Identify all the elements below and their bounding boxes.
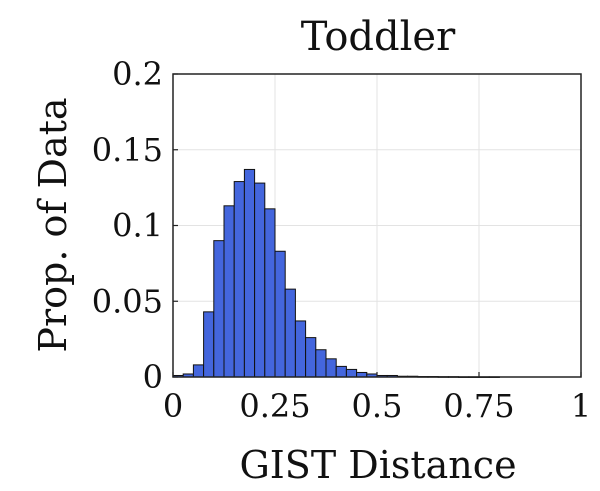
y-tick-label: 0.2 [112, 55, 163, 93]
y-tick-label: 0.15 [92, 131, 163, 169]
x-axis-label: GIST Distance [239, 443, 516, 487]
histogram-bar [192, 364, 205, 378]
histogram-bar [223, 205, 235, 378]
histogram-bar [233, 181, 245, 378]
histogram-bar [345, 368, 358, 378]
histogram-bar [264, 208, 276, 378]
histogram-bar [325, 358, 337, 378]
histogram-bar [254, 182, 266, 378]
chart-title: Toddler [301, 14, 456, 60]
x-tick-label: 0.25 [239, 387, 310, 425]
histogram-bar [284, 288, 296, 378]
bar-layer [172, 168, 500, 378]
histogram-bar [294, 320, 307, 378]
histogram-bar [315, 349, 327, 378]
x-tick-label: 0.5 [352, 387, 403, 425]
y-tick-label: 0.1 [112, 207, 163, 245]
histogram-bar [243, 168, 256, 378]
histogram-bar [203, 311, 215, 378]
y-tick-label: 0.05 [92, 282, 163, 320]
y-axis-label: Prop. of Data [31, 97, 75, 352]
tick-layer: 0 0.25 0.5 0.75 1 0 0.05 0.1 0.15 0.2 [92, 55, 591, 425]
histogram-bar [335, 365, 347, 378]
x-tick-label: 0 [163, 387, 183, 425]
y-tick-label: 0 [143, 358, 163, 396]
histogram-bar [213, 240, 225, 378]
x-tick-label: 0.75 [443, 387, 514, 425]
histogram-bar [274, 250, 286, 378]
histogram-bar [305, 337, 317, 378]
x-tick-label: 1 [571, 387, 591, 425]
